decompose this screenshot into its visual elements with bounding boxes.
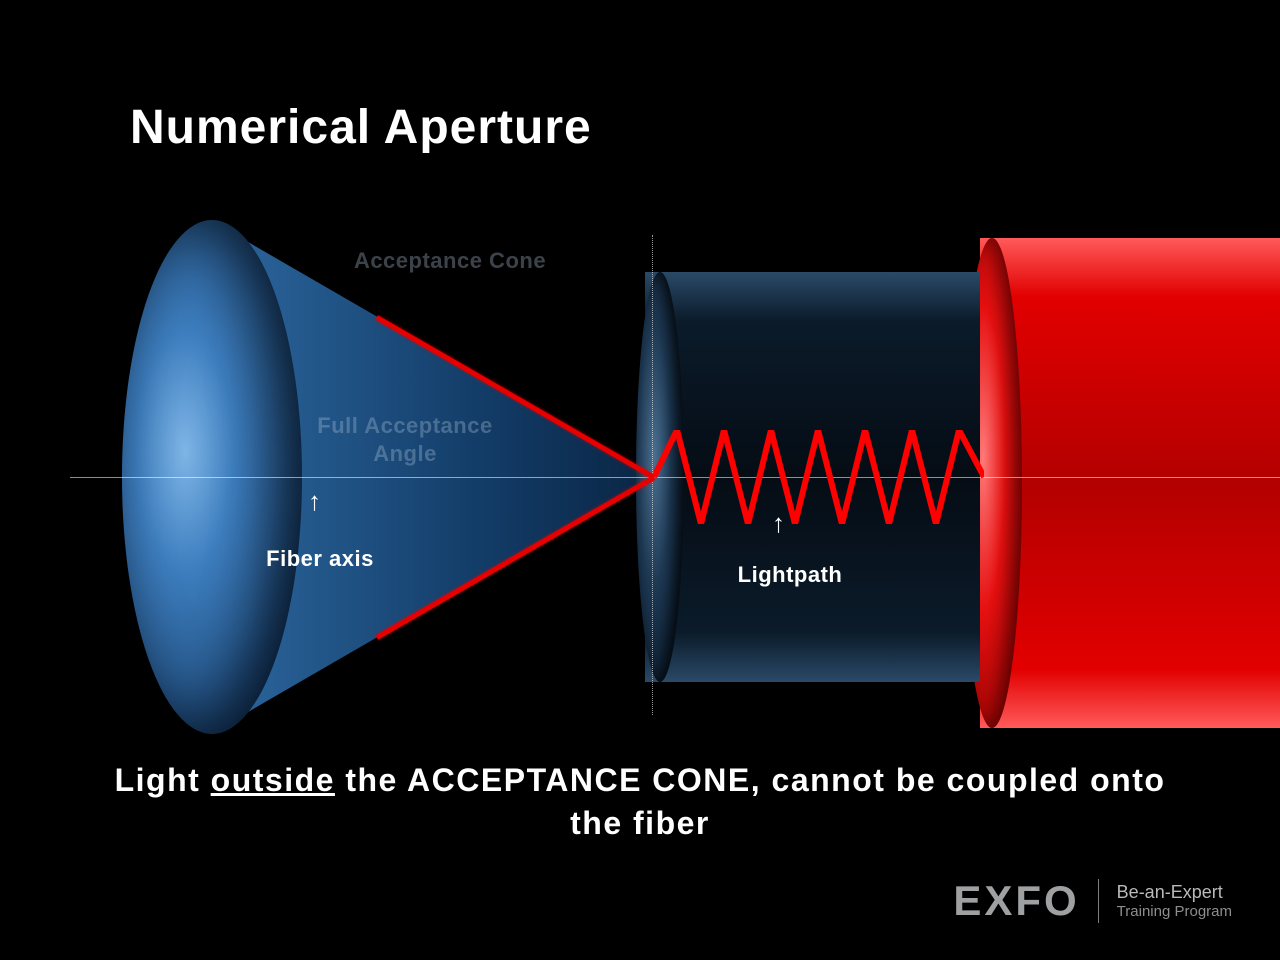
arrow-up-icon: ↑ — [308, 488, 321, 514]
fiber-jacket — [980, 238, 1280, 728]
label-fiber-axis: Fiber axis — [230, 546, 410, 572]
separator — [1098, 879, 1099, 923]
caption-pre: Light — [115, 762, 211, 798]
caption-mid: the ACCEPTANCE CONE, cannot be coupled o… — [335, 762, 1165, 841]
footer-tagline: Be-an-Expert Training Program — [1117, 882, 1232, 920]
label-faa-l1: Full Acceptance — [317, 413, 492, 438]
caption-outside: outside — [211, 762, 335, 798]
footer: EXFO Be-an-Expert Training Program — [953, 877, 1232, 925]
brand-logo: EXFO — [953, 877, 1079, 925]
tagline-1: Be-an-Expert — [1117, 882, 1232, 903]
tagline-2: Training Program — [1117, 903, 1232, 920]
page-title: Numerical Aperture — [130, 100, 592, 155]
caption-text: Light outside the ACCEPTANCE CONE, canno… — [0, 759, 1280, 845]
arrow-up-icon: ↑ — [772, 510, 785, 536]
label-faa-l2: Angle — [373, 441, 437, 466]
lightpath-zigzag — [654, 430, 984, 524]
label-lightpath: Lightpath — [710, 562, 870, 588]
na-diagram: Acceptance Cone Full Acceptance Angle ↑ … — [70, 220, 1280, 740]
label-acceptance-cone: Acceptance Cone — [310, 248, 590, 274]
label-full-acceptance-angle: Full Acceptance Angle — [290, 412, 520, 467]
